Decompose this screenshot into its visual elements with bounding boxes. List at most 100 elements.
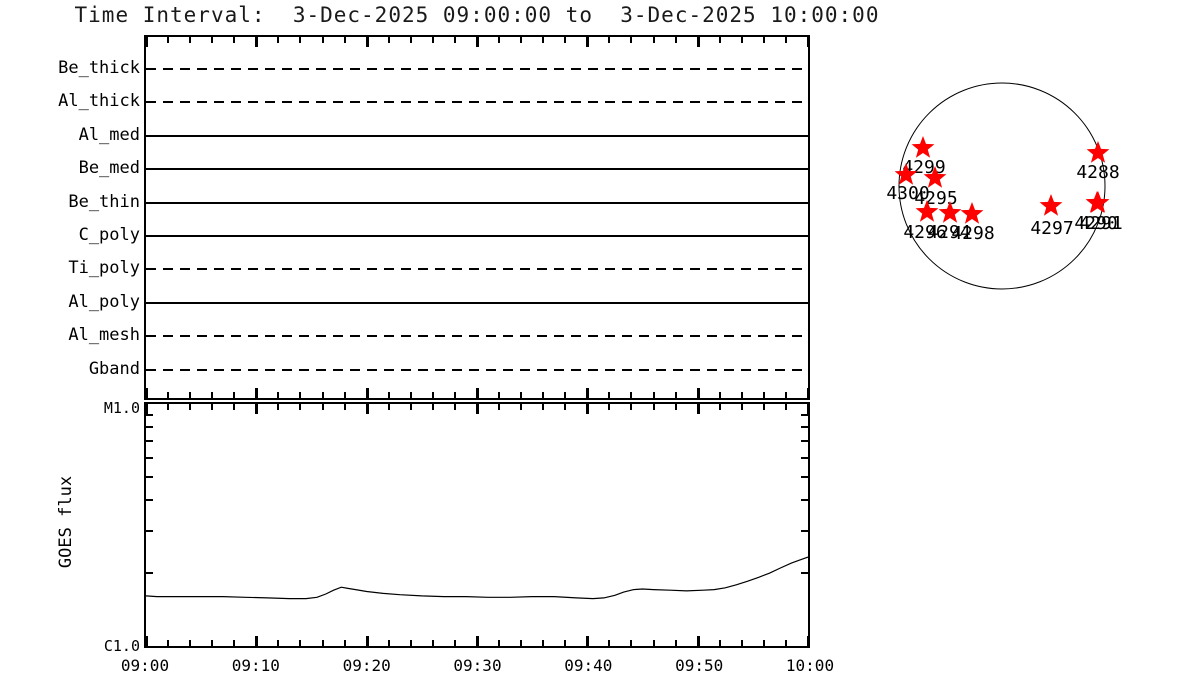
solar-limb-circle [898, 82, 1106, 290]
time-tick-mark [322, 37, 324, 43]
time-tick-mark [432, 392, 434, 398]
active-region-number-label: 4300 [886, 183, 929, 204]
time-tick-mark [410, 392, 412, 398]
time-tick-mark [388, 640, 390, 646]
time-tick-mark [719, 392, 721, 398]
time-tick-mark [211, 404, 213, 410]
goes-y-minor-tick [801, 572, 808, 575]
time-tick-mark [653, 640, 655, 646]
filter-state-line [146, 101, 808, 104]
time-tick-mark [299, 640, 301, 646]
time-tick-mark [277, 392, 279, 398]
time-tick-mark [630, 37, 632, 43]
goes-y-minor-tick [146, 499, 153, 502]
time-tick-mark [233, 640, 235, 646]
active-region-number-label: 4291 [1079, 213, 1122, 234]
time-tick-mark [564, 640, 566, 646]
goes-y-minor-tick [801, 499, 808, 502]
time-tick-mark [277, 640, 279, 646]
filter-state-line [146, 134, 808, 137]
filter-label: Gband [88, 358, 140, 379]
time-tick-mark [189, 37, 191, 43]
goes-y-minor-tick [801, 440, 808, 443]
time-tick-mark [564, 37, 566, 43]
time-tick-mark [630, 640, 632, 646]
time-tick-mark [653, 404, 655, 410]
time-tick-mark [586, 636, 589, 646]
active-region-number-label: 4290 [1074, 213, 1117, 234]
time-tick-mark [741, 640, 743, 646]
time-tick-mark [410, 37, 412, 43]
time-tick-mark [233, 392, 235, 398]
time-tick-label: 09:20 [342, 656, 391, 675]
goes-y-minor-tick [146, 414, 153, 417]
time-tick-label: 09:50 [675, 656, 724, 675]
active-region-star [915, 200, 939, 222]
active-region-star [938, 201, 962, 223]
time-tick-mark [454, 404, 456, 410]
time-tick-mark [675, 37, 677, 43]
time-tick-mark [277, 37, 279, 43]
filter-state-line [146, 335, 808, 338]
time-tick-mark [167, 392, 169, 398]
active-region-number-label: 4296 [903, 222, 946, 243]
time-tick-mark [586, 404, 589, 414]
time-tick-label: 10:00 [785, 656, 835, 675]
time-tick-mark [344, 392, 346, 398]
time-tick-mark [255, 636, 258, 646]
time-tick-mark [410, 640, 412, 646]
time-tick-mark [653, 37, 655, 43]
time-tick-label: 09:30 [453, 656, 502, 675]
time-tick-mark [454, 640, 456, 646]
time-tick-label: 09:00 [120, 656, 170, 675]
time-tick-mark [167, 404, 169, 410]
time-tick-mark [189, 404, 191, 410]
time-tick-mark [564, 392, 566, 398]
goes-y-minor-tick [146, 572, 153, 575]
time-tick-mark [697, 404, 700, 414]
time-tick-mark [697, 37, 700, 47]
goes-y-minor-tick [801, 414, 808, 417]
time-tick-mark [454, 392, 456, 398]
goes-y-minor-tick [801, 456, 808, 459]
time-tick-mark [763, 640, 765, 646]
time-tick-mark [432, 640, 434, 646]
time-tick-mark [719, 404, 721, 410]
time-tick-mark [630, 392, 632, 398]
time-tick-mark [741, 37, 743, 43]
time-tick-mark [564, 404, 566, 410]
time-tick-mark [146, 404, 148, 414]
time-tick-mark [785, 37, 787, 43]
goes-y-minor-tick [146, 426, 153, 429]
time-tick-mark [322, 404, 324, 410]
goes-y-minor-tick [801, 475, 808, 478]
time-tick-mark [807, 388, 808, 398]
time-tick-mark [719, 640, 721, 646]
goes-y-minor-tick [146, 475, 153, 478]
time-tick-mark [741, 392, 743, 398]
time-tick-mark [211, 640, 213, 646]
active-region-number-label: 4295 [914, 188, 957, 209]
time-tick-mark [146, 37, 148, 47]
time-tick-mark [432, 37, 434, 43]
active-region-star [894, 163, 918, 185]
time-tick-mark [630, 404, 632, 410]
active-region-star [1039, 194, 1063, 216]
filter-state-line [146, 201, 808, 204]
active-region-number-label: 4298 [951, 223, 994, 244]
time-tick-mark [476, 636, 479, 646]
goes-ymax-label: M1.0 [103, 399, 140, 417]
active-region-number-label: 4297 [1030, 218, 1073, 239]
time-tick-mark [167, 640, 169, 646]
time-tick-mark [785, 404, 787, 410]
time-interval-title: Time Interval: 3-Dec-2025 09:00:00 to 3-… [74, 3, 880, 27]
time-tick-mark [675, 392, 677, 398]
active-region-number-label: 4288 [1076, 162, 1119, 183]
time-tick-mark [807, 404, 808, 414]
goes-y-minor-tick [801, 529, 808, 532]
filter-label: Al_med [78, 124, 140, 145]
filter-label: C_poly [78, 225, 140, 245]
time-tick-mark [697, 636, 700, 646]
time-tick-mark [454, 37, 456, 43]
